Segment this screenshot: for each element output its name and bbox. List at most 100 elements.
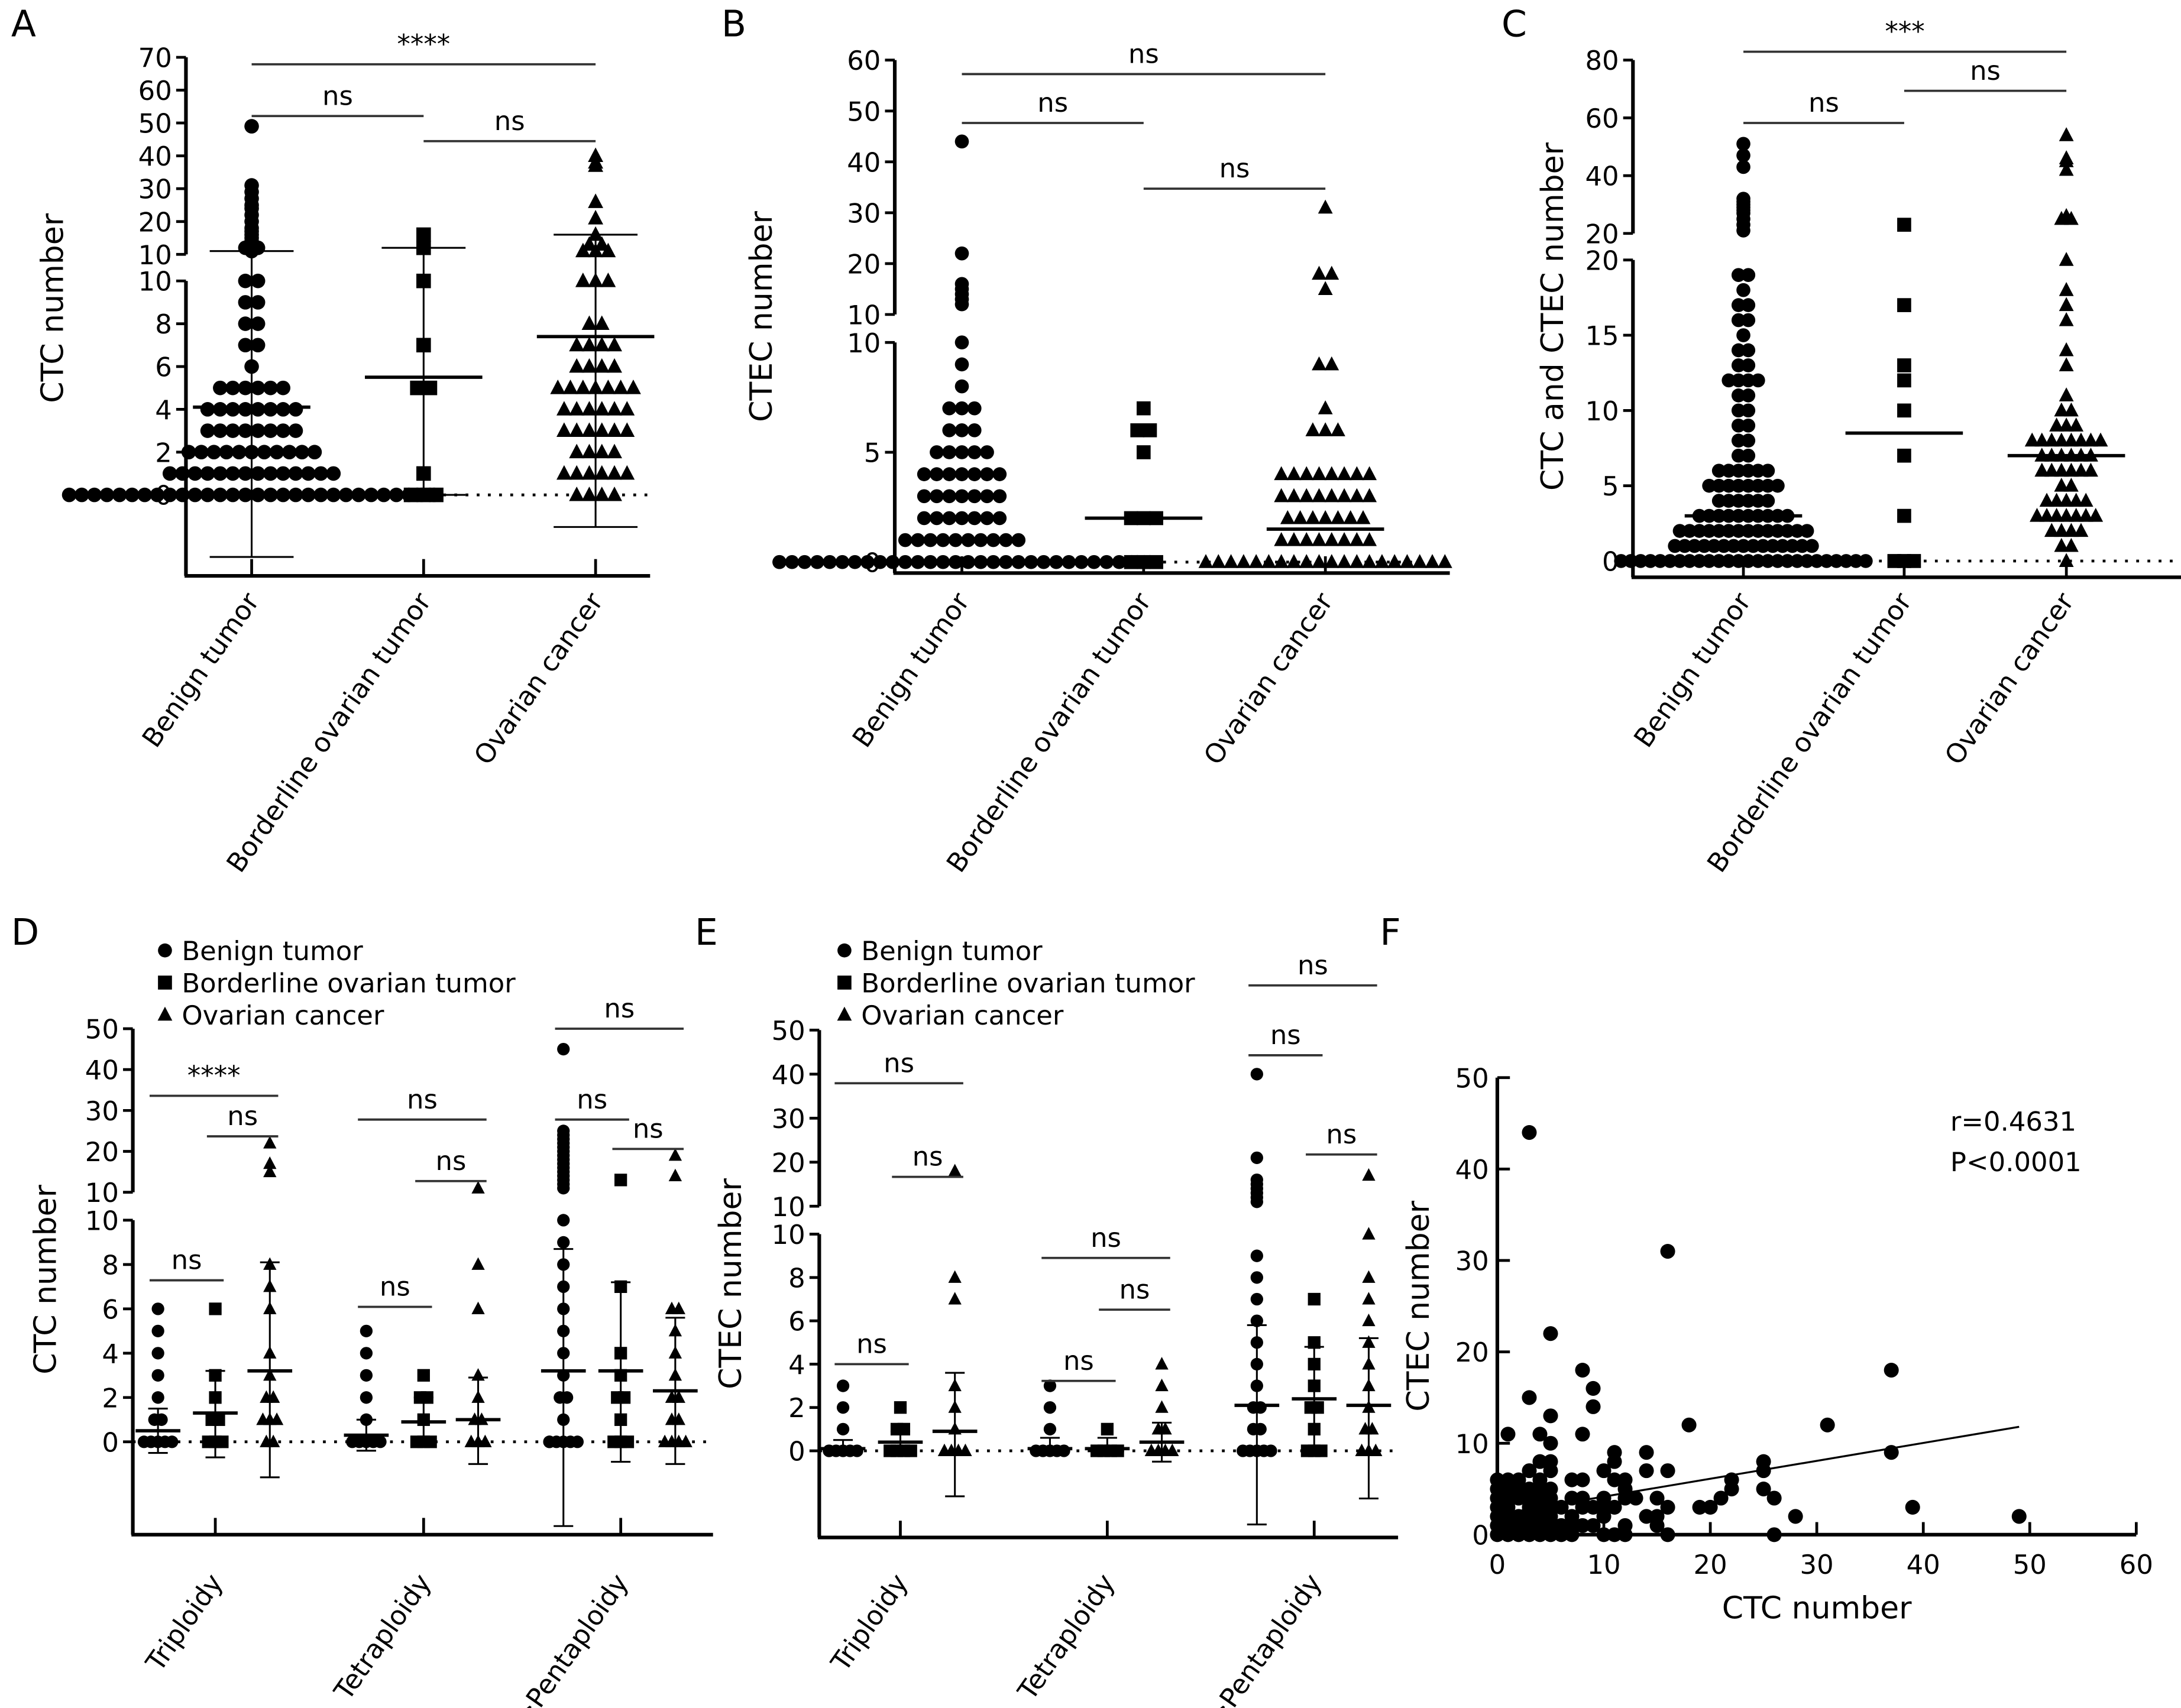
y-tick-label: 10 (138, 239, 172, 271)
data-point (668, 1346, 682, 1359)
panel-f: F 0 10 20 30 40 50 60 0 10 20 30 40 50 CTC number CTEC … (1380, 912, 2153, 1626)
data-point (1362, 1357, 1376, 1370)
data-point (948, 1292, 962, 1305)
data-point (338, 487, 354, 503)
data-point (276, 380, 291, 396)
data-point (137, 487, 152, 503)
data-point (894, 1401, 907, 1414)
data-point (206, 445, 222, 460)
data-point (75, 487, 89, 503)
data-point (209, 1391, 222, 1404)
data-point (250, 380, 266, 396)
data-point (1736, 283, 1750, 297)
data-point (1780, 554, 1795, 568)
data-point (326, 487, 341, 503)
data-point (607, 465, 622, 480)
data-point (2069, 492, 2084, 507)
data-point (2054, 402, 2069, 417)
data-point (200, 423, 215, 438)
data-point (1682, 524, 1697, 538)
data-point (263, 380, 278, 396)
y-tick-label: 50 (138, 108, 172, 140)
y-tick-label: 2 (155, 437, 172, 468)
data-point (238, 316, 253, 331)
y-tick-label: 60 (847, 45, 881, 76)
data-point (1771, 554, 1785, 568)
data-point (1124, 555, 1138, 569)
data-point (1049, 555, 1063, 569)
data-point (1274, 488, 1289, 503)
data-point (2064, 462, 2079, 477)
data-point (617, 1391, 631, 1404)
data-point (1905, 1499, 1920, 1515)
data-point (1099, 555, 1114, 569)
data-point (238, 402, 253, 417)
data-point (1274, 466, 1289, 481)
data-point (1318, 281, 1333, 295)
data-point (1668, 539, 1682, 553)
data-point (1264, 1444, 1277, 1457)
data-point (1254, 1422, 1267, 1435)
y-tick-label: 0 (788, 1436, 805, 1467)
data-point (588, 193, 604, 208)
data-point (1741, 343, 1756, 358)
data-point (1682, 554, 1697, 568)
data-point (621, 1435, 635, 1448)
data-point (2039, 507, 2054, 522)
data-point (668, 1168, 682, 1182)
data-point (1751, 494, 1765, 508)
data-point (410, 380, 425, 396)
data-point (1639, 1509, 1654, 1524)
data-point (1543, 1326, 1558, 1341)
data-point (1731, 464, 1746, 478)
y-tick-label: 30 (1455, 1246, 1489, 1277)
data-point (2059, 417, 2074, 432)
data-point (967, 489, 982, 504)
data-point (1660, 1527, 1675, 1542)
data-point (594, 422, 610, 437)
data-point (569, 358, 585, 373)
data-point (581, 486, 597, 501)
y-tick-label: 40 (85, 1055, 119, 1086)
data-point (1741, 448, 1756, 463)
data-point (1702, 524, 1716, 538)
data-point (471, 1301, 485, 1314)
data-point (1355, 510, 1371, 524)
data-point (1711, 494, 1726, 508)
data-point (1639, 1463, 1654, 1479)
significance-label: *** (1885, 16, 1924, 47)
data-point (2054, 537, 2069, 552)
data-point (556, 401, 572, 416)
data-point (250, 338, 266, 353)
data-point (244, 445, 259, 460)
y-tick-label: 6 (155, 352, 172, 383)
data-point (1800, 524, 1814, 538)
data-point (2069, 507, 2084, 522)
data-point (1522, 1463, 1537, 1479)
data-point (360, 1391, 373, 1404)
data-point (417, 1413, 430, 1426)
data-point (1575, 1472, 1590, 1487)
data-point (1756, 1454, 1771, 1469)
data-point (588, 147, 604, 163)
data-point (1155, 1378, 1169, 1392)
data-point (1746, 539, 1761, 553)
data-point (797, 555, 812, 569)
y-tick-label: 30 (847, 197, 881, 229)
data-point (313, 466, 328, 481)
data-point (1315, 1444, 1328, 1457)
data-point (1585, 1518, 1601, 1533)
data-point (954, 445, 969, 459)
data-point (1751, 554, 1765, 568)
y-tick-label: 60 (1585, 103, 1619, 134)
data-point (1337, 466, 1352, 481)
data-point (151, 1347, 164, 1360)
data-point (569, 401, 585, 416)
data-point (416, 338, 431, 353)
data-point (1633, 554, 1648, 568)
data-point (238, 487, 253, 503)
data-point (1254, 1401, 1267, 1414)
data-point (581, 465, 597, 480)
p-value: P<0.0001 (1950, 1146, 2082, 1178)
